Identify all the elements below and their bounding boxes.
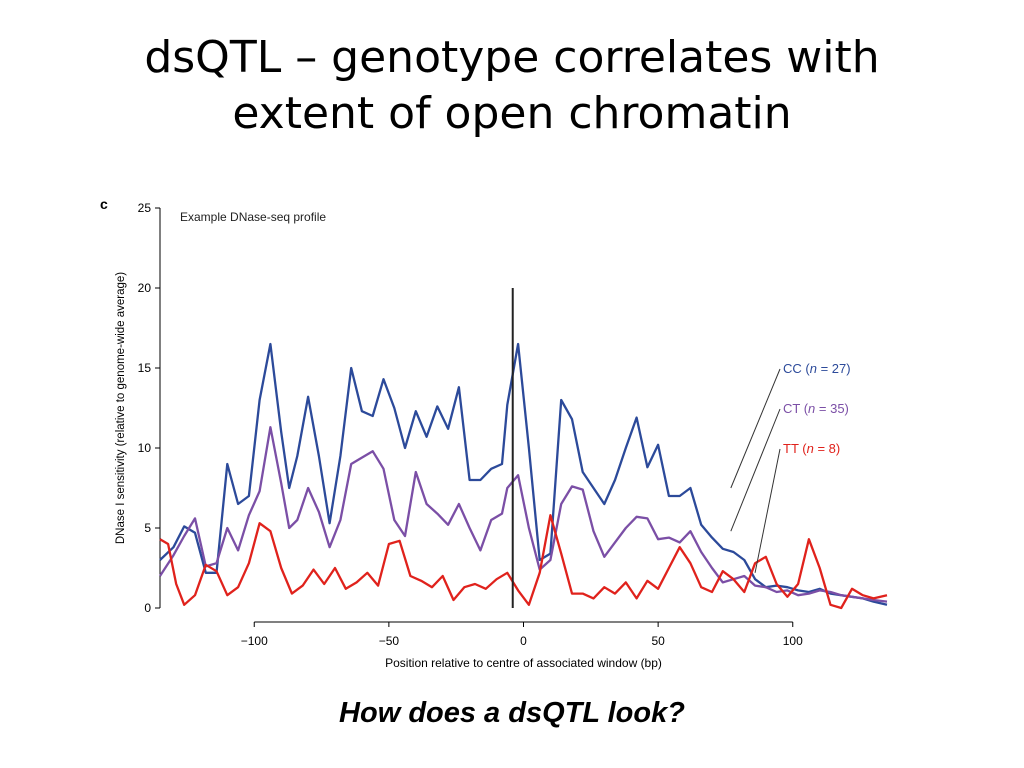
x-tick-label: −50 (379, 634, 400, 648)
y-tick-label: 10 (138, 441, 152, 455)
legend-label-cc: CC (n = 27) (783, 361, 851, 376)
chart-subtitle: Example DNase-seq profile (180, 210, 326, 224)
slide-title-line-1: dsQTL – genotype correlates with (144, 32, 880, 83)
y-tick-label: 25 (138, 201, 152, 215)
legend-label-tt: TT (n = 8) (783, 441, 840, 456)
x-tick-label: 0 (520, 634, 527, 648)
x-tick-label: 50 (651, 634, 665, 648)
y-tick-label: 0 (144, 601, 151, 615)
x-axis-label: Position relative to centre of associate… (385, 656, 662, 670)
y-tick-label: 20 (138, 281, 152, 295)
legend-leader-ct (730, 408, 781, 532)
dnase-profile-chart: 0 5 10 15 20 25 −100 −50 0 50 100 Position relative… (100, 196, 888, 670)
series-line-ct (159, 426, 888, 603)
y-axis-label: DNase I sensitivity (relative to genome-… (115, 272, 127, 544)
y-tick-label: 5 (144, 521, 151, 535)
slide-title: dsQTL – genotype correlates with extent … (0, 30, 1024, 142)
slide-caption: How does a dsQTL look? (339, 697, 685, 729)
y-tick-label: 15 (138, 361, 152, 375)
x-tick-label: 100 (783, 634, 803, 648)
series-line-tt (159, 514, 888, 610)
legend-leader-tt (754, 448, 781, 573)
x-tick-label: −100 (241, 634, 268, 648)
legend-label-ct: CT (n = 35) (783, 401, 849, 416)
legend-leader-cc (730, 368, 781, 489)
slide-title-line-2: extent of open chromatin (232, 88, 792, 139)
panel-label: c (100, 196, 108, 212)
series-line-cc (159, 342, 888, 606)
